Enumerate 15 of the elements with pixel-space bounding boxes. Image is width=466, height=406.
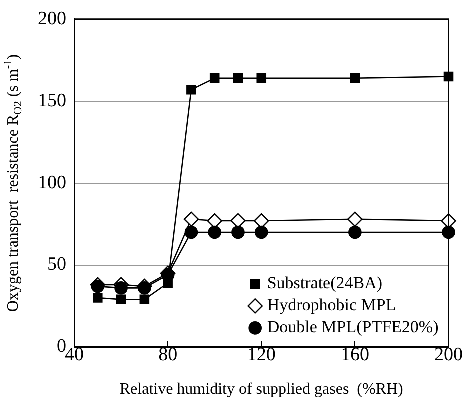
y-tick-label: 200 [38,8,66,30]
legend-label: Double MPL(PTFE20%) [267,318,439,337]
x-tick-label: 120 [247,344,276,366]
y-tick-label: 100 [38,172,66,194]
legend-label: Hydrophobic MPL [267,296,396,315]
x-tick-label: 200 [434,344,463,366]
legend-label: Substrate(24BA) [267,274,383,293]
y-tick-label: 150 [38,90,66,112]
x-tick-label: 40 [65,344,84,366]
y-tick-label: 50 [48,254,66,276]
y-axis-title: Oxygen transport resistance RO2 (s m-1) [2,54,25,312]
y-tick-label: 0 [57,336,66,358]
x-tick-label: 80 [158,344,178,366]
x-tick-label: 160 [340,344,370,366]
x-axis-title: Relative humidity of supplied gases (%RH) [120,381,404,398]
